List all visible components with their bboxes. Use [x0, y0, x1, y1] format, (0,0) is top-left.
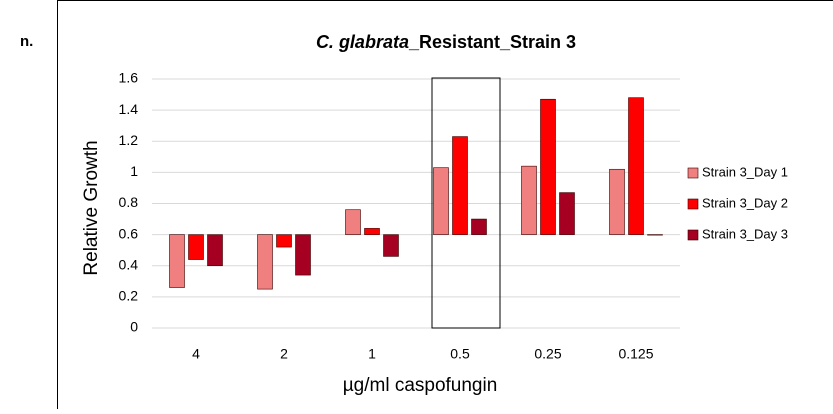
x-tick-label: 2 — [280, 346, 288, 362]
legend-label: Strain 3_Day 2 — [702, 195, 788, 210]
legend-swatch — [688, 199, 698, 209]
x-tick-label: 1 — [368, 346, 376, 362]
bar — [541, 99, 556, 234]
title-italic: C. glabrata — [316, 32, 409, 52]
y-tick-label: 1.2 — [119, 132, 139, 148]
bar — [472, 219, 487, 235]
bar — [346, 210, 361, 235]
title-rest: _Resistant_Strain 3 — [408, 32, 576, 52]
x-tick-label: 4 — [192, 346, 200, 362]
bar — [170, 235, 185, 288]
y-tick-label: 0.6 — [119, 225, 139, 241]
bar — [384, 235, 399, 257]
bar — [522, 166, 537, 234]
x-tick-label: 0.25 — [534, 346, 561, 362]
y-tick-label: 1 — [130, 163, 138, 179]
y-tick-label: 0.4 — [119, 256, 139, 272]
x-axis-label: µg/ml caspofungin — [343, 375, 498, 396]
bar — [208, 235, 223, 266]
x-tick-label: 0.5 — [450, 346, 470, 362]
bar — [277, 235, 292, 247]
bar — [189, 235, 204, 260]
panel-label: n. — [20, 33, 33, 50]
legend-swatch — [688, 168, 698, 178]
legend-label: Strain 3_Day 1 — [702, 164, 788, 179]
bar — [610, 169, 625, 234]
legend-label: Strain 3_Day 3 — [702, 226, 788, 241]
chart-title: C. glabrata_Resistant_Strain 3 — [316, 32, 576, 52]
y-tick-label: 1.6 — [119, 70, 139, 86]
legend-swatch — [688, 230, 698, 240]
bar — [365, 228, 380, 234]
y-tick-label: 1.4 — [119, 101, 139, 117]
bar — [648, 235, 663, 236]
y-tick-label: 0.8 — [119, 194, 139, 210]
bar — [629, 98, 644, 235]
bar — [296, 235, 311, 275]
bar — [258, 235, 273, 289]
y-tick-label: 0 — [130, 319, 138, 335]
y-tick-label: 0.2 — [119, 288, 139, 304]
bar — [453, 137, 468, 235]
y-axis-label: Relative Growth — [81, 140, 102, 275]
x-tick-label: 0.125 — [618, 346, 653, 362]
bar — [434, 168, 449, 235]
bar — [560, 193, 575, 235]
